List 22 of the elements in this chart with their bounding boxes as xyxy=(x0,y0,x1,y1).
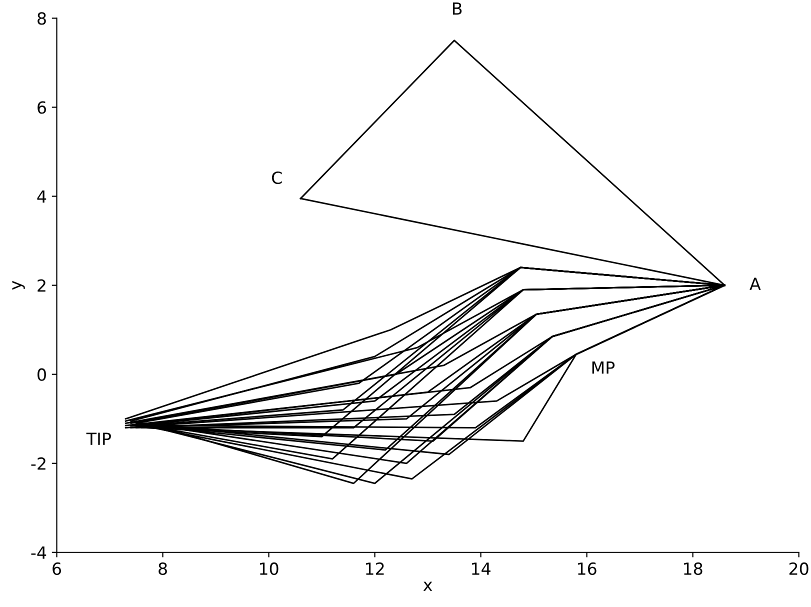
y-tick-label: 6 xyxy=(38,101,46,114)
annotation: MP xyxy=(592,362,615,374)
annotation: TIP xyxy=(86,432,111,445)
y-tick-label: -4 xyxy=(31,546,46,559)
x-tick-label: 14 xyxy=(472,562,490,575)
x-tick-label: 10 xyxy=(260,562,278,575)
y-tick-label: -2 xyxy=(31,457,46,470)
annotation: B xyxy=(452,2,462,15)
x-axis-title: x xyxy=(423,582,432,591)
annotation: A xyxy=(750,278,761,290)
x-tick-label: 20 xyxy=(789,562,808,575)
y-tick-label: 8 xyxy=(38,12,46,25)
y-axis-title: y xyxy=(12,280,25,290)
y-tick-label: 4 xyxy=(37,190,46,203)
x-tick-label: 8 xyxy=(158,562,167,575)
x-tick-label: 16 xyxy=(578,562,596,575)
x-tick-label: 18 xyxy=(684,562,702,575)
x-tick-label: 12 xyxy=(366,562,384,575)
y-tick-label: 0 xyxy=(38,368,46,381)
x-tick-label: 6 xyxy=(52,562,62,575)
y-tick-label: 2 xyxy=(38,279,46,292)
annotation: C xyxy=(272,171,282,184)
